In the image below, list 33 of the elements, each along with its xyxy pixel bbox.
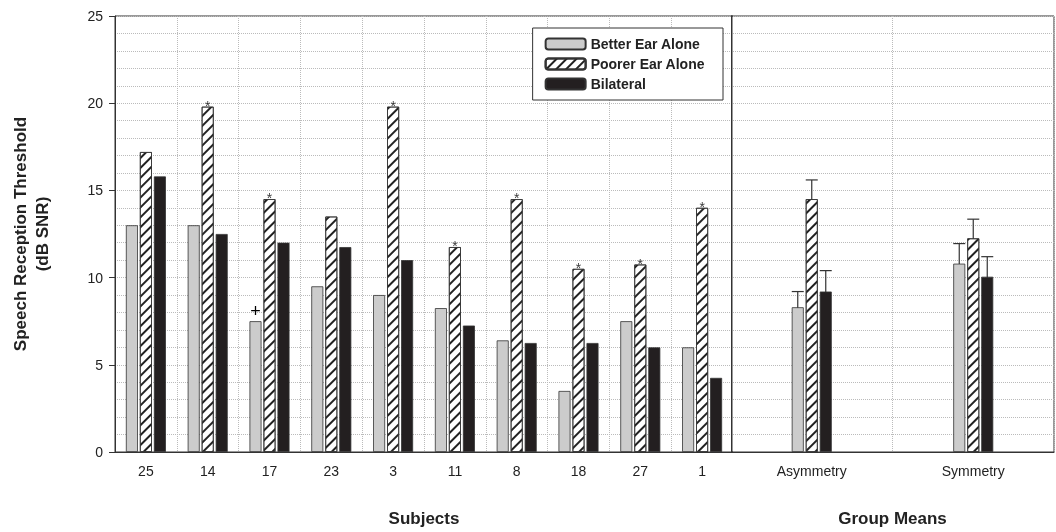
legend-label: Bilateral (590, 76, 646, 92)
annotation: * (637, 255, 644, 272)
y-tick-label: 10 (87, 269, 104, 286)
x-tick-label: 23 (323, 463, 340, 479)
x-tick-label: 27 (632, 463, 649, 479)
x-tick-label: 1 (698, 463, 707, 479)
x-tick-label: 25 (138, 463, 154, 479)
data-label: + (250, 301, 261, 322)
y-axis-title: Speech Reception Threshold (dB SNR) (10, 116, 52, 352)
x-axis-title: Group Means (838, 509, 947, 528)
annotation: * (266, 190, 273, 207)
x-tick-label: Symmetry (941, 463, 1005, 479)
legend-label: Better Ear Alone (590, 36, 701, 52)
x-tick-label: 17 (261, 463, 278, 479)
y-tick-label: 5 (95, 356, 104, 373)
x-tick-label: 11 (447, 463, 463, 479)
annotation: * (390, 97, 397, 114)
annotation: * (204, 97, 211, 114)
y-tick-label: 15 (87, 182, 104, 199)
x-tick-label: Asymmetry (776, 463, 847, 479)
x-tick-label: 8 (512, 463, 521, 479)
annotation: * (699, 198, 706, 215)
x-tick-label: 14 (199, 463, 216, 479)
annotation: * (452, 238, 459, 255)
legend-label: Poorer Ear Alone (590, 56, 705, 72)
y-tick-label: 20 (87, 95, 104, 112)
x-axis-title: Subjects (388, 509, 460, 528)
annotation: * (575, 259, 582, 276)
x-tick-label: 18 (570, 463, 587, 479)
x-tick-label: 3 (389, 463, 398, 479)
annotation: * (513, 190, 520, 207)
y-tick-label: 25 (87, 8, 104, 24)
y-tick-label: 0 (95, 444, 104, 460)
